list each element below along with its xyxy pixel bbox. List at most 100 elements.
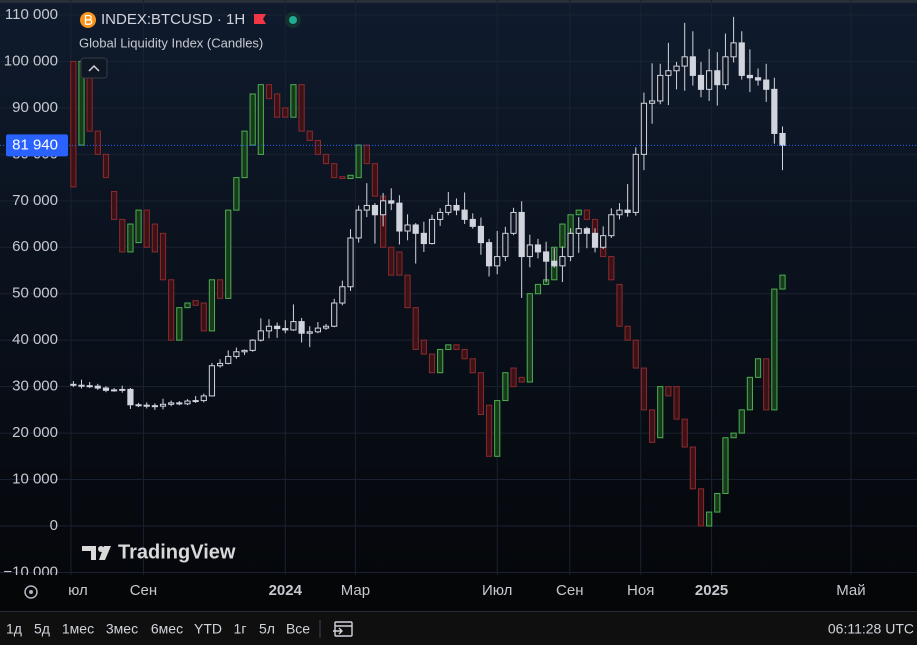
watermark: TradingView (82, 541, 236, 563)
candle-body (380, 200, 387, 216)
range-button[interactable]: YTD (194, 621, 222, 637)
x-tick-label: юл (68, 582, 88, 599)
candle-body (510, 367, 517, 388)
candle-body (290, 84, 297, 118)
candle-body (477, 225, 485, 244)
candle-body (200, 395, 207, 402)
candle-body (510, 211, 517, 234)
y-tick-label: 30 000 (12, 378, 58, 395)
candle-body (371, 204, 379, 216)
toolbar-background (0, 611, 917, 645)
candle-body (428, 353, 436, 374)
candle-body (534, 283, 542, 295)
range-button[interactable]: 6мес (151, 621, 183, 637)
collapse-button[interactable] (80, 57, 108, 79)
y-tick-label: 10 000 (12, 471, 58, 488)
symbol-title: INDEX:BTCUSD · 1H (101, 11, 245, 28)
candle-body (159, 403, 167, 407)
candle-body (151, 405, 158, 408)
symbol-header: INDEX:BTCUSD · 1H Global Liquidity Index… (79, 11, 301, 79)
candle-body (233, 177, 240, 211)
candle-body (461, 209, 468, 220)
candle-body (159, 232, 167, 281)
candle-body (722, 56, 729, 86)
candle-body (591, 232, 599, 248)
candle-body (86, 385, 93, 388)
candle-body (282, 107, 289, 118)
candle-body (396, 251, 403, 276)
grid (0, 0, 917, 575)
axis-settings-button[interactable] (24, 585, 38, 599)
range-button[interactable]: Все (286, 621, 310, 637)
candle-body (355, 144, 362, 179)
status-dot (289, 16, 297, 24)
candle-body (111, 389, 118, 392)
candle-body (616, 209, 623, 216)
candle-body (526, 244, 533, 258)
candle-body (331, 302, 338, 327)
candle-body (127, 223, 134, 253)
candle-body (551, 260, 558, 267)
candle-body (567, 232, 574, 258)
candle-body (657, 386, 664, 439)
candle-body (102, 387, 110, 391)
candle-body (477, 372, 485, 416)
range-button[interactable]: 1д (6, 621, 22, 637)
candle-body (192, 400, 199, 403)
flag-icon[interactable] (254, 14, 266, 24)
candle-body (355, 209, 362, 239)
candle-body (673, 65, 680, 72)
candle-body (241, 130, 248, 179)
candle-body (502, 232, 509, 258)
candle-body (771, 288, 778, 411)
candle-body (681, 418, 688, 448)
candle-body (102, 153, 110, 179)
y-tick-label: 60 000 (12, 238, 58, 255)
candle-body (673, 386, 680, 420)
range-button[interactable]: 5д (34, 621, 50, 637)
candle-body (151, 223, 158, 253)
candle-body (143, 209, 150, 248)
candle-body (632, 153, 639, 213)
candle-body (600, 235, 607, 248)
range-button[interactable]: 1г (234, 621, 247, 637)
candle-body (388, 246, 395, 276)
candle-body (216, 362, 224, 367)
candle-body (730, 42, 737, 58)
date-range-button[interactable] (333, 621, 353, 637)
candle-body (135, 209, 142, 244)
candle-body (241, 349, 248, 353)
candle-body (396, 202, 403, 232)
range-button[interactable]: 3мес (106, 621, 138, 637)
candle-body (437, 211, 444, 220)
range-button[interactable]: 1мес (62, 621, 94, 637)
candle-body (233, 351, 240, 357)
candle-body (249, 339, 256, 351)
candle-body (632, 339, 639, 369)
candle-body (192, 300, 199, 306)
candle-body (779, 274, 786, 290)
candle-body (257, 84, 264, 155)
candle-body (518, 211, 525, 258)
candle-body (575, 209, 582, 216)
candle-body (608, 214, 615, 237)
candle-body (624, 325, 631, 341)
candle-body (689, 446, 696, 490)
candle-body (763, 358, 770, 411)
candle-body (616, 283, 623, 327)
range-button[interactable]: 5л (259, 621, 275, 637)
candle-body (363, 144, 370, 165)
candle-body (257, 330, 264, 341)
candle-body (265, 325, 273, 332)
candle-body (314, 327, 321, 333)
candle-body (722, 437, 729, 494)
clock[interactable]: 06:11:28 UTC (828, 621, 914, 637)
candle-body (665, 386, 672, 397)
btc-glyph (84, 14, 93, 25)
candle-body (428, 218, 436, 245)
y-tick-label: 20 000 (12, 424, 58, 441)
last-price-tag (6, 134, 68, 157)
range-toolbar: 1д 5д 1мес 3мес 6мес YTD 1г 5л Все (6, 621, 310, 637)
